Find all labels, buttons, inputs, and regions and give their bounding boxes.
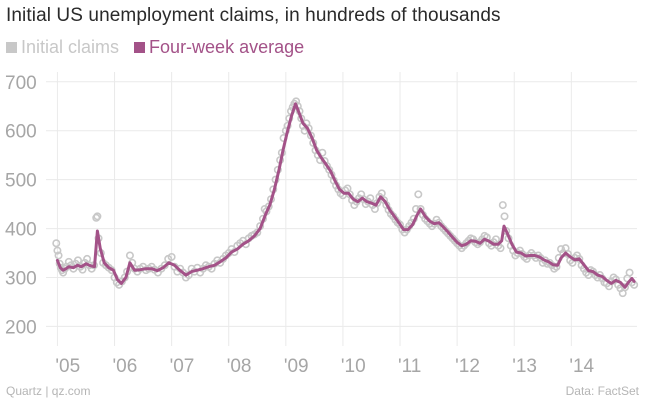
initial-claims-point [621, 283, 630, 292]
x-tick-label: '12 [455, 356, 480, 377]
x-tick-label: '05 [55, 356, 80, 377]
y-tick-label: 600 [5, 122, 37, 143]
initial-claims-point [557, 245, 566, 254]
y-tick-label: 200 [5, 317, 37, 338]
legend-label-four-week-average: Four-week average [149, 37, 305, 57]
initial-claims-point [52, 239, 61, 248]
source-credit: Quartz | qz.com [6, 384, 91, 398]
chart-title: Initial US unemployment claims, in hundr… [6, 5, 501, 26]
y-tick-label: 700 [5, 73, 37, 94]
legend-swatch-initial-claims [6, 42, 17, 53]
x-tick-label: '10 [341, 356, 366, 377]
initial-claims-point [92, 213, 101, 222]
initial-claims-point [53, 246, 62, 255]
x-tick-label: '08 [227, 356, 252, 377]
x-tick-label: '07 [170, 356, 195, 377]
y-tick-label: 500 [5, 171, 37, 192]
x-tick-label: '14 [569, 356, 594, 377]
x-tick-label: '09 [284, 356, 309, 377]
legend-swatch-four-week-average [134, 42, 146, 53]
x-tick-label: '06 [113, 356, 138, 377]
initial-claims-point [498, 201, 507, 210]
initial-claims-point [322, 161, 331, 170]
legend-item-four-week-average: Four-week average [134, 37, 304, 58]
initial-claims-point [253, 228, 262, 237]
initial-claims-point [93, 212, 102, 221]
initial-claims-point [496, 244, 505, 253]
y-tick-label: 300 [5, 269, 37, 290]
initial-claims-point [552, 262, 561, 271]
initial-claims-point [125, 251, 134, 260]
initial-claims-point [54, 251, 63, 260]
legend-label-initial-claims: Initial claims [21, 37, 120, 57]
initial-claims-point [414, 190, 423, 199]
legend: Initial claims Four-week average [6, 37, 314, 58]
initial-claims-point [167, 252, 176, 261]
y-tick-label: 400 [5, 220, 37, 241]
initial-claims-point [500, 212, 509, 221]
legend-item-initial-claims: Initial claims [6, 37, 119, 58]
four-week-average-line [55, 102, 636, 289]
x-tick-label: '13 [512, 356, 537, 377]
data-source: Data: FactSet [565, 384, 639, 398]
initial-claims-point [625, 268, 634, 277]
x-tick-label: '11 [398, 356, 421, 377]
